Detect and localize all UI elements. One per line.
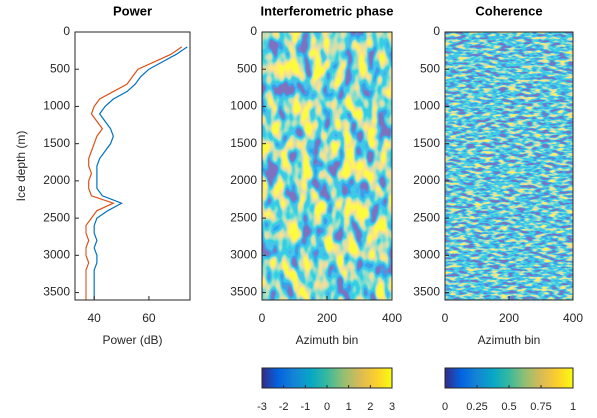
colorbar-tick-label: 1 bbox=[346, 401, 352, 413]
power-line bbox=[86, 47, 182, 300]
y-tick-label: 1000 bbox=[230, 99, 257, 113]
y-tick-label: 3000 bbox=[413, 248, 440, 262]
x-tick-label: 40 bbox=[87, 311, 101, 325]
y-tick-label: 0 bbox=[250, 24, 257, 38]
y-tick-label: 2500 bbox=[413, 210, 440, 224]
colorbar-tick-label: 0 bbox=[442, 401, 448, 413]
y-tick-label: 500 bbox=[50, 61, 70, 75]
colorbar-tick-label: 3 bbox=[389, 401, 395, 413]
coherence-image bbox=[445, 32, 573, 300]
x-tick-label: 60 bbox=[142, 311, 156, 325]
x-tick-label: 200 bbox=[499, 311, 519, 325]
y-tick-label: 3000 bbox=[43, 248, 70, 262]
y-tick-label: 2000 bbox=[43, 173, 70, 187]
x-tick-label: 400 bbox=[563, 311, 583, 325]
y-tick-label: 500 bbox=[237, 61, 257, 75]
y-tick-label: 1500 bbox=[43, 136, 70, 150]
panel-title: Interferometric phase bbox=[261, 3, 394, 18]
colorbar-tick-label: -2 bbox=[279, 401, 289, 413]
y-tick-label: 2000 bbox=[413, 173, 440, 187]
axes-box bbox=[74, 31, 191, 301]
y-tick-label: 2500 bbox=[230, 210, 257, 224]
colorbar-tick-label: 0 bbox=[324, 401, 330, 413]
y-tick-label: 2000 bbox=[230, 173, 257, 187]
y-tick-label: 3000 bbox=[230, 248, 257, 262]
y-tick-label: 1000 bbox=[413, 99, 440, 113]
x-axis-label: Power (dB) bbox=[102, 333, 162, 347]
colorbar-tick-label: 0.25 bbox=[466, 401, 487, 413]
x-tick-label: 0 bbox=[442, 311, 449, 325]
colorbar-tick-label: 0.5 bbox=[501, 401, 516, 413]
y-tick-label: 1500 bbox=[413, 136, 440, 150]
x-axis-label: Azimuth bin bbox=[296, 333, 359, 347]
x-tick-label: 0 bbox=[259, 311, 266, 325]
y-tick-label: 0 bbox=[63, 24, 70, 38]
x-tick-label: 200 bbox=[317, 311, 337, 325]
y-tick-label: 500 bbox=[420, 61, 440, 75]
colorbar-tick-label: -3 bbox=[257, 401, 267, 413]
panel-title: Coherence bbox=[475, 3, 542, 18]
y-tick-label: 2500 bbox=[43, 210, 70, 224]
panel-title: Power bbox=[113, 3, 152, 18]
phase-image bbox=[262, 32, 392, 300]
colorbar-tick-label: 2 bbox=[367, 401, 373, 413]
axes-box bbox=[261, 31, 393, 301]
y-axis-label: Ice depth (m) bbox=[14, 131, 28, 202]
power-line bbox=[94, 47, 187, 300]
x-tick-label: 400 bbox=[382, 311, 402, 325]
colorbar-tick-label: 0.75 bbox=[530, 401, 551, 413]
y-tick-label: 3500 bbox=[413, 285, 440, 299]
y-tick-label: 1500 bbox=[230, 136, 257, 150]
colorbar-tick-label: -1 bbox=[300, 401, 310, 413]
y-tick-label: 1000 bbox=[43, 99, 70, 113]
y-tick-label: 3500 bbox=[230, 285, 257, 299]
x-axis-label: Azimuth bin bbox=[478, 333, 541, 347]
y-tick-label: 3500 bbox=[43, 285, 70, 299]
y-tick-label: 0 bbox=[433, 24, 440, 38]
axes-box bbox=[444, 31, 574, 301]
colorbar-tick-label: 1 bbox=[570, 401, 576, 413]
